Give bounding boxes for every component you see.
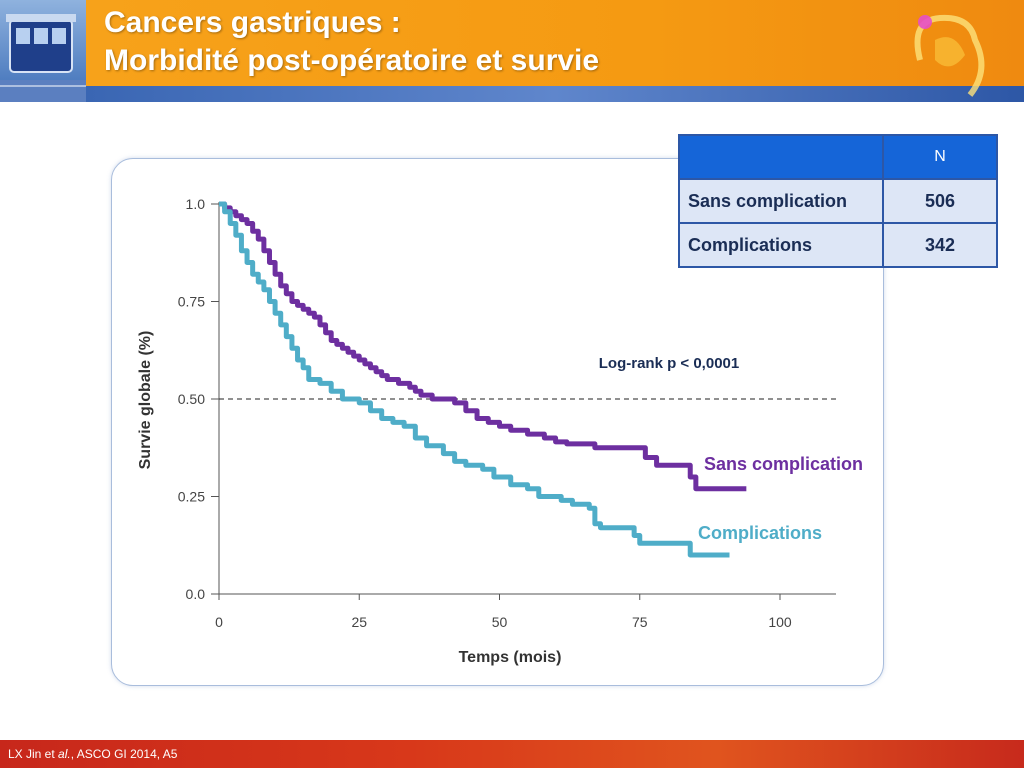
table-row-label: Sans complication (678, 178, 884, 224)
y-axis-label: Survie globale (%) (137, 331, 154, 470)
series-label-complications: Complications (698, 523, 822, 543)
slide-title: Cancers gastriques : Morbidité post-opér… (104, 4, 599, 80)
footer-band (0, 740, 1024, 768)
y-tick-label: 0.25 (178, 489, 205, 505)
series-group (219, 201, 747, 558)
slide-header: Cancers gastriques : Morbidité post-opér… (0, 0, 1024, 102)
citation-source: , ASCO GI 2014, A5 (70, 747, 178, 761)
citation-etal: al. (58, 747, 71, 761)
x-ticks: 0 25 50 75 100 (215, 594, 792, 630)
x-tick-label: 50 (492, 614, 508, 630)
table-row: Complications 342 (678, 222, 998, 268)
header-band (86, 0, 1024, 86)
y-tick-label: 0.0 (186, 586, 206, 602)
citation-authors: LX Jin et (8, 747, 59, 761)
table-row-value: 506 (882, 178, 998, 224)
anatomy-illustration (880, 0, 1020, 102)
y-tick-label: 0.75 (178, 294, 205, 310)
x-tick-label: 75 (632, 614, 648, 630)
logrank-annotation: Log-rank p < 0,0001 (599, 355, 739, 372)
patient-count-table: N Sans complication 506 Complications 34… (678, 134, 998, 268)
series-line-complications (219, 201, 730, 558)
header-stripe (86, 86, 1024, 102)
table-header-n: N (882, 134, 998, 180)
y-tick-label: 0.50 (178, 391, 205, 407)
x-axis-label: Temps (mois) (459, 649, 562, 666)
series-label-sans-complication: Sans complication (704, 454, 863, 474)
series-line-sans-complication (219, 201, 747, 492)
table-row-value: 342 (882, 222, 998, 268)
table-header-blank (678, 134, 884, 180)
y-tick-label: 1.0 (186, 196, 206, 212)
title-line-1: Cancers gastriques : (104, 6, 401, 39)
citation: LX Jin et al., ASCO GI 2014, A5 (8, 747, 177, 761)
title-line-2: Morbidité post-opératoire et survie (104, 44, 600, 77)
cable-car-logo (0, 0, 86, 102)
table-row: Sans complication 506 (678, 178, 998, 224)
y-ticks: 0.0 0.25 0.50 0.75 1.0 (178, 196, 219, 602)
table-row-label: Complications (678, 222, 884, 268)
x-tick-label: 0 (215, 614, 223, 630)
x-tick-label: 100 (768, 614, 792, 630)
x-tick-label: 25 (351, 614, 367, 630)
table-header-row: N (678, 134, 998, 180)
